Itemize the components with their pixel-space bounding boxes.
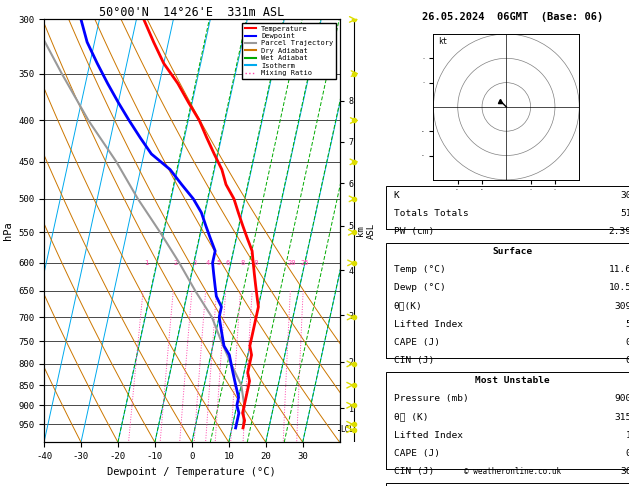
Text: 20: 20 [287, 260, 296, 266]
Text: 26.05.2024  06GMT  (Base: 06): 26.05.2024 06GMT (Base: 06) [422, 12, 603, 22]
Text: 309: 309 [615, 302, 629, 311]
Text: Pressure (mb): Pressure (mb) [394, 395, 469, 403]
Bar [386, 483, 629, 486]
Title: 50°00'N  14°26'E  331m ASL: 50°00'N 14°26'E 331m ASL [99, 6, 284, 19]
Text: LCL: LCL [340, 425, 354, 434]
Text: 900: 900 [615, 395, 629, 403]
Text: 2: 2 [174, 260, 178, 266]
Text: θᴄ (K): θᴄ (K) [394, 413, 428, 421]
Text: 1: 1 [144, 260, 148, 266]
Text: 1: 1 [626, 431, 629, 440]
Text: K: K [394, 191, 399, 200]
Text: Totals Totals: Totals Totals [394, 208, 469, 218]
Text: © weatheronline.co.uk: © weatheronline.co.uk [464, 468, 561, 476]
Text: CIN (J): CIN (J) [394, 467, 434, 476]
Text: PW (cm): PW (cm) [394, 227, 434, 236]
Text: 36: 36 [620, 467, 629, 476]
Text: CAPE (J): CAPE (J) [394, 338, 440, 347]
Text: 3: 3 [192, 260, 196, 266]
Text: 8: 8 [240, 260, 245, 266]
Bar [386, 372, 629, 469]
Text: 30: 30 [620, 191, 629, 200]
Text: 2.39: 2.39 [608, 227, 629, 236]
Text: 25: 25 [300, 260, 309, 266]
Text: 315: 315 [615, 413, 629, 421]
Y-axis label: hPa: hPa [3, 222, 13, 240]
Legend: Temperature, Dewpoint, Parcel Trajectory, Dry Adiabat, Wet Adiabat, Isotherm, Mi: Temperature, Dewpoint, Parcel Trajectory… [242, 23, 336, 79]
Text: 0: 0 [626, 338, 629, 347]
Text: Lifted Index: Lifted Index [394, 431, 463, 440]
Bar [386, 243, 629, 358]
Text: 6: 6 [226, 260, 230, 266]
Text: 51: 51 [620, 208, 629, 218]
Text: 11.6: 11.6 [608, 265, 629, 275]
Text: Temp (°C): Temp (°C) [394, 265, 445, 275]
Text: 10: 10 [250, 260, 259, 266]
Text: 5: 5 [626, 320, 629, 329]
Text: CIN (J): CIN (J) [394, 356, 434, 365]
Text: 5: 5 [216, 260, 221, 266]
Text: kt: kt [438, 37, 448, 46]
Text: CAPE (J): CAPE (J) [394, 449, 440, 458]
Text: Most Unstable: Most Unstable [476, 376, 550, 385]
Text: 0: 0 [626, 356, 629, 365]
X-axis label: Dewpoint / Temperature (°C): Dewpoint / Temperature (°C) [108, 467, 276, 477]
Text: Surface: Surface [493, 247, 533, 256]
Text: θᴄ(K): θᴄ(K) [394, 302, 423, 311]
Text: 4: 4 [206, 260, 210, 266]
Y-axis label: km
ASL: km ASL [357, 223, 376, 239]
Text: 10.5: 10.5 [608, 283, 629, 293]
Text: Dewp (°C): Dewp (°C) [394, 283, 445, 293]
Bar [386, 186, 629, 229]
Text: Lifted Index: Lifted Index [394, 320, 463, 329]
Text: 0: 0 [626, 449, 629, 458]
